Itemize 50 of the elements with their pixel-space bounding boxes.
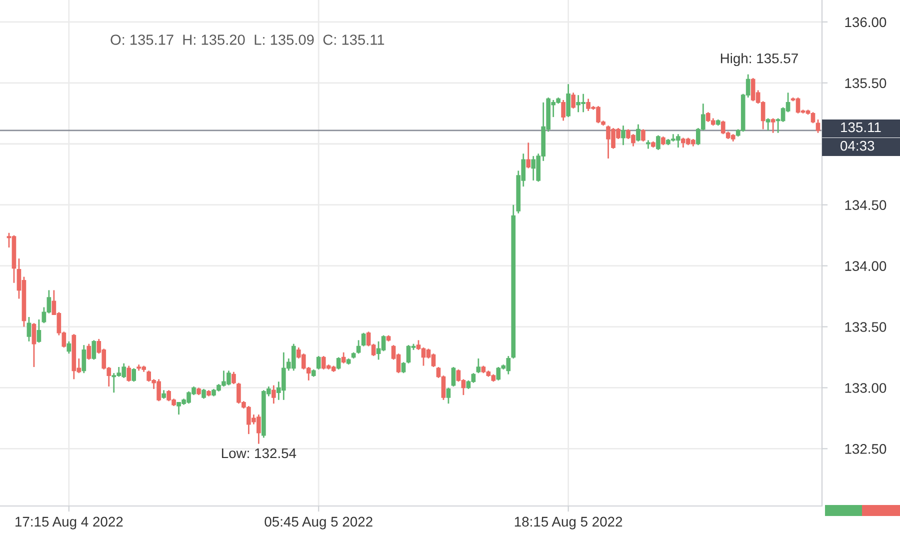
candlestick [571, 92, 576, 110]
y-tick-label: 135.50 [845, 78, 886, 88]
candlestick [636, 124, 640, 142]
candlestick [770, 118, 776, 134]
y-tick-label: 136.00 [845, 17, 886, 28]
candlestick [32, 322, 36, 368]
candlestick [92, 339, 96, 360]
y-tick-label: 132.50 [845, 444, 886, 454]
candlestick [86, 343, 92, 360]
annotation: H: 135.20 [183, 34, 245, 45]
candlestick [451, 366, 456, 388]
candlestick [126, 365, 132, 382]
candlestick [316, 355, 321, 370]
candlestick [202, 388, 206, 400]
text: 04:33 [840, 140, 874, 151]
candlestick [561, 99, 566, 122]
y-tick-label: 134.50 [845, 200, 886, 210]
annotation: Low: 132.54 [222, 448, 296, 458]
y-tick-label: 133.50 [845, 322, 886, 332]
x-tick-label: 05:45 Aug 5 2022 [264, 516, 372, 530]
candlestick [766, 118, 770, 132]
candlestick [361, 332, 366, 347]
annotation: C: 135.11 [323, 34, 384, 45]
candlestick [341, 352, 346, 364]
candlestick [526, 142, 531, 169]
candlestick [641, 128, 646, 142]
x-tick-label: 18:15 Aug 5 2022 [514, 516, 622, 530]
candlestick [66, 340, 72, 354]
annotation: O: 135.17 [110, 34, 174, 45]
candlestick [232, 371, 236, 385]
candlestick [82, 344, 86, 374]
ref-line-label: 135.11 [841, 122, 881, 132]
candlestick [566, 83, 570, 118]
annotation: High: 135.57 [720, 53, 798, 66]
x-tick-label: 17:15 Aug 4 2022 [16, 516, 123, 530]
y-tick-label: 133.00 [845, 383, 886, 393]
candlestick [272, 384, 276, 404]
candlestick [476, 358, 481, 374]
y-tick-label: 134.00 [845, 261, 886, 271]
candlestick [401, 361, 406, 374]
candlestick [336, 356, 341, 370]
annotation: L: 135.09 [254, 34, 314, 45]
candlestick [816, 118, 820, 134]
candlestick [656, 134, 660, 151]
candlestick [36, 318, 42, 344]
candlestick [446, 387, 451, 404]
candlestick [356, 339, 361, 354]
candlestick [621, 124, 626, 146]
candlestick [132, 368, 136, 382]
candlestick [26, 316, 32, 342]
